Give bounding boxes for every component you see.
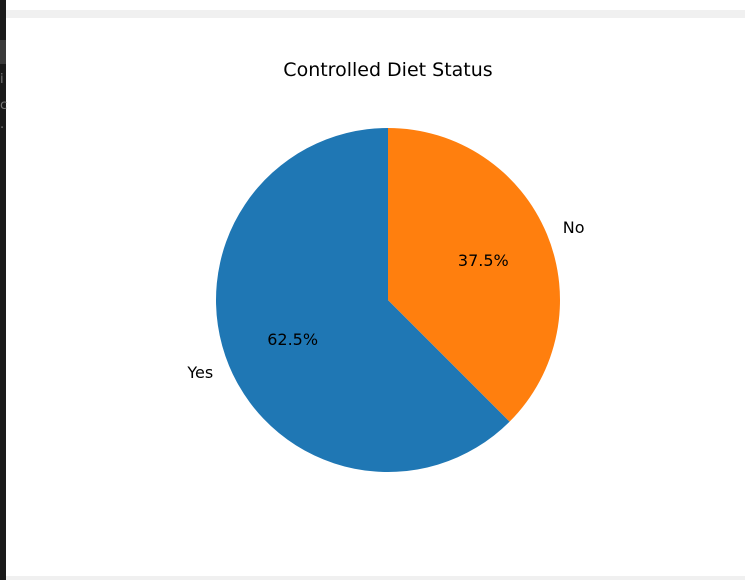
clipped-text-1: i — [0, 72, 4, 87]
chart-title: Controlled Diet Status — [283, 59, 492, 81]
pie-label-no: No — [563, 218, 585, 237]
pie-label-yes: Yes — [186, 363, 213, 382]
clipped-text-3: · — [0, 121, 5, 136]
pie-slices — [216, 128, 561, 472]
pie-percent-yes: 62.5% — [267, 330, 318, 349]
window-left-edge — [0, 0, 6, 580]
pie-percent-no: 37.5% — [458, 251, 509, 270]
pie-labels: Yes 62.5% No 37.5% — [186, 218, 584, 382]
pie-slice-yes — [216, 128, 510, 472]
top-border-strip — [6, 10, 745, 18]
bottom-border-strip — [6, 576, 745, 580]
pie-slice-no — [388, 128, 561, 422]
pie-chart-container: Controlled Diet Status Yes 62.5% No 37.5% — [6, 18, 745, 576]
clipped-text-2: c — [0, 98, 8, 113]
pie-chart: Controlled Diet Status Yes 62.5% No 37.5% — [186, 59, 585, 472]
window-left-edge-notch — [0, 40, 6, 64]
